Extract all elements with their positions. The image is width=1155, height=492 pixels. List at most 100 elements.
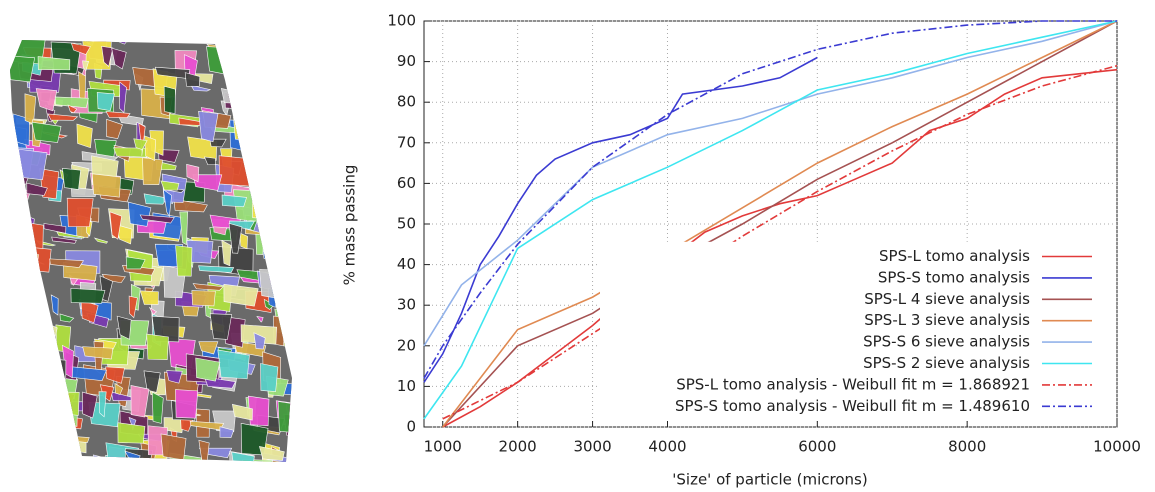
fragment <box>250 149 268 159</box>
fragment <box>144 135 156 161</box>
fragment <box>247 142 263 157</box>
fragment <box>280 40 292 50</box>
fragment <box>198 439 210 462</box>
y-tick-label: 30 <box>397 296 416 314</box>
fragment <box>47 391 80 416</box>
fragment <box>82 60 89 72</box>
fragment <box>242 459 274 462</box>
fragment <box>256 163 266 188</box>
fragment <box>38 385 62 394</box>
fragment <box>34 350 44 365</box>
fragment <box>245 111 263 129</box>
fragment <box>266 97 287 130</box>
fragment <box>139 290 159 305</box>
fragment <box>66 197 94 227</box>
fragment <box>284 189 292 196</box>
legend-label: SPS-S tomo analysis <box>878 268 1030 286</box>
series-line <box>442 64 1118 420</box>
fragment <box>23 429 50 462</box>
fragment <box>240 324 278 345</box>
fragment <box>54 96 89 109</box>
fragment <box>228 222 243 254</box>
fragment <box>268 263 283 283</box>
fragment <box>80 299 99 324</box>
fragment <box>58 416 71 426</box>
fragment <box>128 295 138 319</box>
fragment <box>78 71 86 102</box>
legend-label: SPS-S 6 sieve analysis <box>863 333 1030 351</box>
fragment <box>22 325 54 356</box>
fragment <box>101 45 114 67</box>
fragment <box>158 149 180 163</box>
fragment <box>198 341 219 355</box>
series-line <box>442 68 1118 428</box>
fragment <box>288 256 292 271</box>
fragment <box>27 420 41 429</box>
fragment <box>106 118 123 140</box>
fragment <box>31 121 62 143</box>
y-tick-label: 90 <box>397 52 416 70</box>
fragment <box>236 92 247 122</box>
fragment <box>244 62 261 70</box>
fragment <box>135 460 147 462</box>
fragment <box>217 349 250 380</box>
fragment <box>175 245 193 277</box>
fragment <box>32 448 66 462</box>
fragment <box>285 73 292 80</box>
fragment <box>291 164 292 191</box>
fragment <box>51 236 77 244</box>
fragment <box>179 211 189 246</box>
fragment <box>76 123 93 149</box>
fragment <box>166 370 183 384</box>
fragment <box>93 237 109 244</box>
fragment <box>14 309 26 322</box>
fragment <box>117 422 146 444</box>
fragment <box>151 391 164 424</box>
fragment <box>209 138 227 148</box>
fragment <box>20 248 39 269</box>
fragment <box>116 315 132 340</box>
fragment <box>70 288 106 304</box>
fragment <box>163 85 176 115</box>
fragment <box>232 113 254 141</box>
fragment <box>218 155 255 187</box>
fragment <box>278 252 292 273</box>
fragment <box>259 269 292 301</box>
fragment <box>290 125 292 147</box>
legend-label: SPS-S tomo analysis - Weibull fit m = 1.… <box>675 397 1030 415</box>
fragment <box>109 211 123 240</box>
fragment <box>203 156 216 166</box>
fragment <box>206 46 228 75</box>
fragment <box>209 313 233 340</box>
series-line <box>442 20 1118 428</box>
fragment <box>96 92 115 112</box>
fragment <box>13 220 44 250</box>
fragment <box>192 283 224 291</box>
fragment <box>18 148 48 181</box>
fragment <box>267 189 287 197</box>
legend-label: SPS-L tomo analysis - Weibull fit m = 1.… <box>676 375 1030 393</box>
fragment <box>175 389 199 419</box>
fragment <box>195 357 221 382</box>
fragment <box>29 366 46 387</box>
fragment <box>279 136 292 157</box>
legend-label: SPS-L tomo analysis <box>879 247 1030 265</box>
fragment <box>91 173 121 198</box>
fragment <box>70 42 91 55</box>
y-tick-label: 100 <box>387 12 416 30</box>
x-tick-label: 8000 <box>948 438 986 456</box>
fragment <box>190 84 212 92</box>
fragment <box>130 385 150 418</box>
fragment <box>273 199 292 206</box>
fragment <box>221 239 232 267</box>
y-tick-label: 40 <box>397 255 416 273</box>
fragment <box>251 48 259 80</box>
fragment <box>10 244 26 250</box>
fragment <box>229 119 246 152</box>
fragment <box>275 172 292 185</box>
fragment <box>82 346 114 360</box>
fragment <box>268 265 292 279</box>
fragment <box>279 62 292 72</box>
fragment <box>265 79 285 92</box>
fragment <box>10 374 17 395</box>
